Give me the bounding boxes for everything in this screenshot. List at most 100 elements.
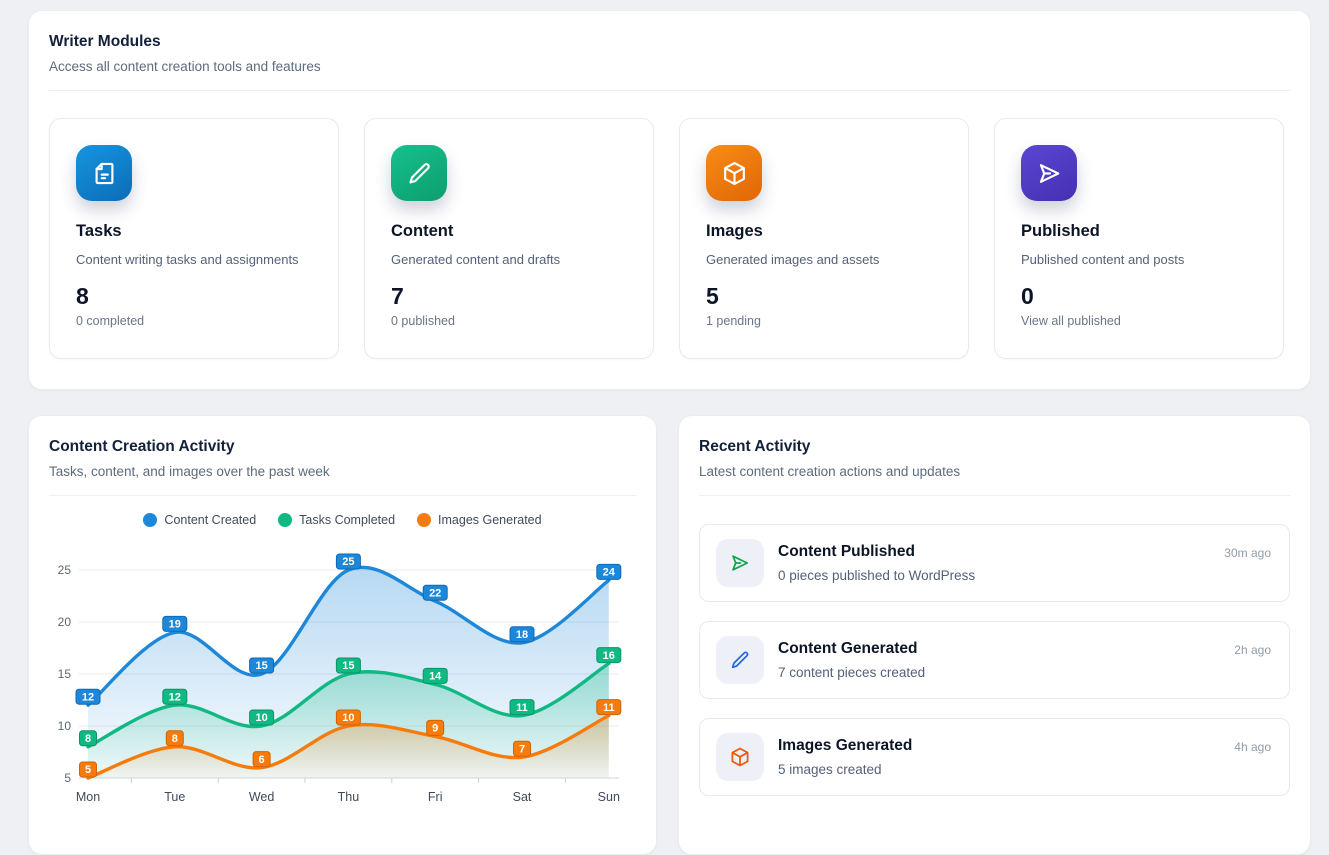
module-sub-label: 0 published	[391, 314, 455, 328]
cube-icon	[716, 733, 764, 781]
module-description: Generated content and drafts	[391, 252, 561, 267]
module-sub-label: 0 completed	[76, 314, 145, 328]
activity-title: Content Published	[778, 543, 915, 560]
svg-text:25: 25	[342, 556, 354, 568]
svg-text:Sat: Sat	[513, 790, 532, 804]
svg-text:Wed: Wed	[249, 790, 275, 804]
legend-item-images-generated[interactable]: Images Generated	[417, 513, 542, 527]
svg-text:8: 8	[85, 733, 91, 745]
svg-text:10: 10	[255, 712, 267, 724]
module-sub-label: View all published	[1021, 314, 1121, 328]
svg-text:5: 5	[85, 764, 91, 776]
activity-description: 7 content pieces created	[778, 665, 926, 680]
header-divider	[49, 495, 636, 496]
header-divider	[49, 90, 1290, 91]
chart-panel-subtitle: Tasks, content, and images over the past…	[49, 464, 330, 479]
legend-dot	[143, 513, 158, 527]
legend-item-tasks-completed[interactable]: Tasks Completed	[278, 513, 395, 527]
header-divider	[699, 495, 1290, 496]
svg-text:11: 11	[516, 702, 528, 714]
module-title: Tasks	[76, 222, 122, 240]
module-count: 7	[391, 283, 404, 309]
activity-item-content-generated[interactable]: Content Generated 7 content pieces creat…	[699, 621, 1290, 699]
svg-text:Thu: Thu	[338, 790, 360, 804]
svg-text:20: 20	[58, 615, 72, 629]
activity-timestamp: 2h ago	[1234, 643, 1271, 657]
file-icon	[76, 145, 132, 201]
svg-text:6: 6	[259, 754, 265, 766]
module-title: Images	[706, 222, 763, 240]
svg-text:14: 14	[429, 671, 442, 683]
module-cards-row: Tasks Content writing tasks and assignme…	[29, 91, 1310, 359]
module-count: 0	[1021, 283, 1034, 309]
activity-description: 5 images created	[778, 762, 882, 777]
module-card-content[interactable]: Content Generated content and drafts 7 0…	[364, 118, 654, 359]
recent-activity-panel: Recent Activity Latest content creation …	[678, 415, 1311, 855]
activity-item-content-published[interactable]: Content Published 0 pieces published to …	[699, 524, 1290, 602]
svg-text:Mon: Mon	[76, 790, 100, 804]
svg-text:15: 15	[342, 660, 354, 672]
module-title: Published	[1021, 222, 1100, 240]
svg-text:12: 12	[169, 691, 181, 703]
svg-text:Sun: Sun	[598, 790, 620, 804]
svg-text:15: 15	[58, 667, 72, 681]
activity-timestamp: 30m ago	[1224, 546, 1271, 560]
module-card-published[interactable]: Published Published content and posts 0 …	[994, 118, 1284, 359]
svg-text:10: 10	[342, 712, 354, 724]
module-card-tasks[interactable]: Tasks Content writing tasks and assignme…	[49, 118, 339, 359]
legend-dot	[417, 513, 432, 527]
pencil-icon	[391, 145, 447, 201]
svg-text:10: 10	[58, 719, 72, 733]
activity-title: Images Generated	[778, 737, 913, 754]
module-description: Published content and posts	[1021, 252, 1185, 267]
module-description: Generated images and assets	[706, 252, 880, 267]
legend-label: Tasks Completed	[299, 513, 396, 527]
chart-legend: Content Created Tasks Completed Images G…	[29, 513, 656, 527]
svg-text:Tue: Tue	[164, 790, 185, 804]
activity-text: Content Published 0 pieces published to …	[778, 543, 975, 583]
activity-timestamp: 4h ago	[1234, 740, 1271, 754]
svg-text:7: 7	[519, 743, 525, 755]
send-icon	[716, 539, 764, 587]
svg-text:25: 25	[58, 563, 72, 577]
svg-text:Fri: Fri	[428, 790, 443, 804]
module-title: Content	[391, 222, 454, 240]
svg-text:11: 11	[603, 702, 615, 714]
svg-text:22: 22	[429, 587, 441, 599]
legend-label: Content Created	[164, 513, 257, 527]
recent-activity-subtitle: Latest content creation actions and upda…	[699, 464, 961, 479]
activity-title: Content Generated	[778, 640, 918, 657]
pencil-icon	[716, 636, 764, 684]
svg-text:5: 5	[64, 771, 71, 785]
writer-modules-panel: Writer Modules Access all content creati…	[28, 10, 1311, 390]
module-count: 8	[76, 283, 89, 309]
chart-panel-header: Content Creation Activity Tasks, content…	[29, 416, 656, 496]
module-card-images[interactable]: Images Generated images and assets 5 1 p…	[679, 118, 969, 359]
chart-panel-title: Content Creation Activity	[49, 438, 235, 455]
svg-text:8: 8	[172, 733, 178, 745]
svg-text:24: 24	[603, 567, 616, 579]
svg-text:18: 18	[516, 629, 528, 641]
writer-modules-title: Writer Modules	[49, 33, 161, 50]
legend-label: Images Generated	[438, 513, 542, 527]
activity-list: Content Published 0 pieces published to …	[679, 496, 1310, 796]
activity-description: 0 pieces published to WordPress	[778, 568, 976, 583]
writer-modules-subtitle: Access all content creation tools and fe…	[49, 59, 321, 74]
svg-text:12: 12	[82, 691, 94, 703]
activity-item-images-generated[interactable]: Images Generated 5 images created 4h ago	[699, 718, 1290, 796]
send-icon	[1021, 145, 1077, 201]
svg-text:19: 19	[169, 619, 181, 631]
legend-item-content-created[interactable]: Content Created	[143, 513, 256, 527]
content-creation-activity-panel: Content Creation Activity Tasks, content…	[28, 415, 657, 855]
module-description: Content writing tasks and assignments	[76, 252, 299, 267]
svg-text:9: 9	[432, 723, 438, 735]
module-sub-label: 1 pending	[706, 314, 761, 328]
svg-text:16: 16	[603, 650, 615, 662]
legend-dot	[278, 513, 293, 527]
activity-text: Content Generated 7 content pieces creat…	[778, 640, 925, 680]
svg-text:15: 15	[255, 660, 267, 672]
cube-icon	[706, 145, 762, 201]
module-count: 5	[706, 283, 719, 309]
writer-modules-header: Writer Modules Access all content creati…	[29, 11, 1310, 91]
activity-line-chart: 5 10 15 20 25 Mon Tue Wed Thu Fri Sat Sun 12 19 15 25 22…	[58, 553, 622, 804]
